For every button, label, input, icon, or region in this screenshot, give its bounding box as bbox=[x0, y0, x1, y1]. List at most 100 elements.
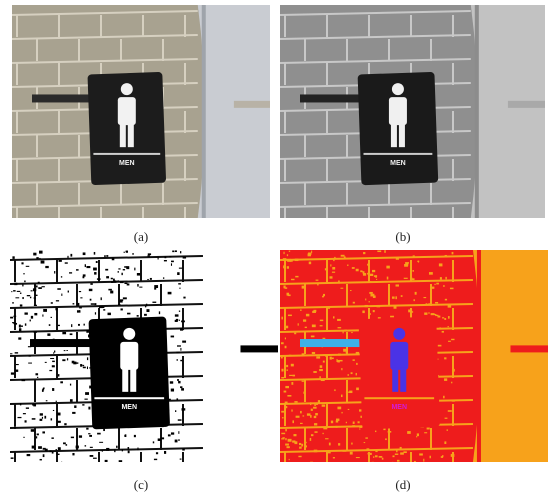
speckle bbox=[359, 426, 362, 428]
speckle bbox=[24, 280, 25, 282]
speckle bbox=[20, 403, 21, 405]
speckle bbox=[314, 423, 317, 425]
speckle bbox=[356, 269, 359, 272]
speckle bbox=[286, 406, 288, 408]
door-plate bbox=[240, 345, 283, 352]
speckle bbox=[82, 276, 84, 278]
speckle bbox=[434, 284, 435, 285]
speckle bbox=[445, 277, 446, 279]
speckle bbox=[330, 357, 332, 360]
speckle bbox=[30, 297, 31, 299]
speckle bbox=[128, 447, 130, 450]
speckle bbox=[13, 322, 14, 324]
speckle bbox=[37, 433, 39, 435]
speckle bbox=[168, 292, 172, 295]
speckle bbox=[452, 400, 455, 402]
speckle bbox=[145, 306, 146, 308]
speckle bbox=[91, 303, 94, 305]
speckle bbox=[113, 280, 116, 282]
speckle bbox=[311, 336, 315, 338]
speckle bbox=[343, 331, 344, 334]
speckle bbox=[64, 423, 66, 425]
speckle bbox=[313, 371, 316, 373]
speckle bbox=[392, 455, 394, 457]
speckle bbox=[337, 360, 340, 362]
door-plate bbox=[234, 101, 275, 108]
speckle bbox=[418, 261, 419, 263]
speckle bbox=[21, 325, 23, 327]
speckle bbox=[428, 312, 429, 313]
speckle bbox=[294, 333, 296, 335]
speckle bbox=[300, 423, 303, 424]
speckle bbox=[90, 455, 94, 457]
speckle bbox=[285, 438, 286, 440]
speckle bbox=[118, 271, 119, 273]
speckle bbox=[11, 291, 12, 292]
speckle bbox=[79, 291, 81, 292]
speckle bbox=[352, 425, 355, 427]
speckle bbox=[424, 432, 427, 433]
speckle bbox=[94, 272, 96, 275]
speckle bbox=[325, 438, 328, 439]
speckle bbox=[382, 458, 384, 460]
speckle bbox=[369, 301, 370, 302]
speckle bbox=[348, 409, 350, 410]
speckle bbox=[89, 435, 92, 437]
speckle bbox=[94, 303, 96, 305]
speckle bbox=[13, 290, 15, 291]
speckle bbox=[353, 421, 355, 423]
speckle bbox=[124, 435, 126, 436]
speckle bbox=[111, 281, 113, 283]
speckle bbox=[19, 328, 21, 331]
speckle bbox=[33, 288, 36, 291]
speckle bbox=[304, 399, 306, 402]
speckle bbox=[56, 453, 57, 455]
speckle bbox=[430, 456, 431, 459]
speckle bbox=[103, 309, 105, 310]
speckle bbox=[356, 373, 357, 375]
speckle bbox=[390, 316, 394, 318]
speckle bbox=[180, 386, 182, 388]
figure-leg bbox=[392, 368, 398, 392]
speckle bbox=[23, 273, 25, 274]
speckle bbox=[452, 369, 454, 372]
speckle bbox=[103, 429, 105, 431]
speckle bbox=[448, 341, 451, 342]
speckle bbox=[123, 297, 127, 299]
speckle bbox=[310, 438, 311, 441]
speckle bbox=[40, 413, 43, 415]
speckle bbox=[80, 364, 82, 367]
speckle bbox=[417, 433, 419, 436]
speckle bbox=[23, 437, 24, 438]
speckle bbox=[429, 272, 433, 275]
speckle bbox=[56, 300, 59, 301]
speckle bbox=[62, 332, 66, 334]
speckle bbox=[67, 358, 68, 360]
speckle bbox=[156, 452, 158, 454]
speckle bbox=[14, 426, 16, 429]
speckle bbox=[321, 379, 325, 381]
speckle bbox=[70, 384, 71, 386]
speckle bbox=[55, 308, 57, 311]
speckle bbox=[137, 273, 140, 276]
wall-edge bbox=[207, 250, 211, 462]
figure-head bbox=[392, 83, 404, 95]
speckle bbox=[293, 434, 296, 436]
speckle bbox=[147, 279, 148, 280]
speckle bbox=[33, 403, 36, 406]
speckle bbox=[111, 278, 113, 280]
speckle bbox=[338, 327, 342, 328]
speckle bbox=[288, 439, 292, 442]
speckle bbox=[137, 315, 139, 317]
speckle bbox=[349, 391, 352, 393]
speckle bbox=[42, 431, 45, 433]
speckle bbox=[124, 252, 125, 253]
speckle bbox=[49, 324, 51, 326]
speckle bbox=[316, 280, 319, 281]
speckle bbox=[314, 403, 316, 406]
speckle bbox=[58, 447, 61, 450]
speckle bbox=[42, 314, 43, 316]
speckle bbox=[23, 413, 26, 414]
figure-body bbox=[390, 342, 408, 370]
figure-body bbox=[120, 342, 138, 370]
